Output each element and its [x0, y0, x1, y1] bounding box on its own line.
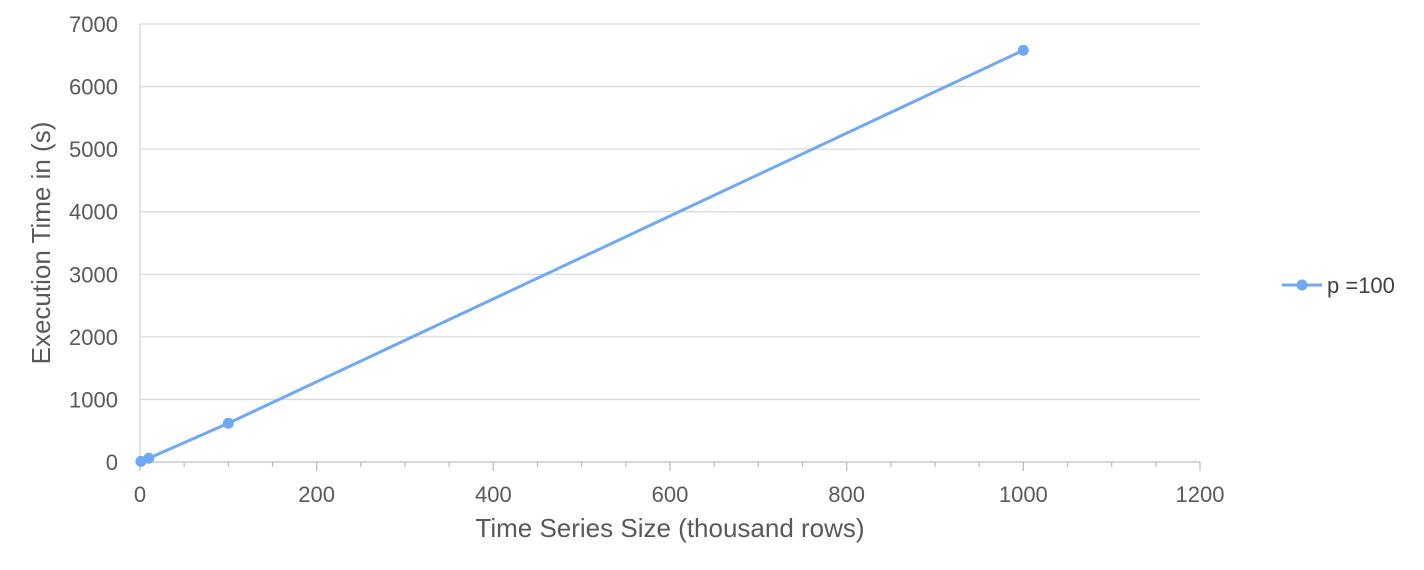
data-point [1017, 44, 1029, 56]
axes [139, 24, 1201, 471]
x-tick-label: 1000 [999, 482, 1048, 507]
x-axis-title: Time Series Size (thousand rows) [475, 513, 864, 543]
data-point [222, 417, 234, 429]
y-axis-title: Execution Time in (s) [26, 122, 56, 365]
x-tick-label: 1200 [1176, 482, 1225, 507]
y-tick-label: 5000 [69, 137, 118, 162]
y-tick-label: 6000 [69, 75, 118, 100]
x-tick-label: 400 [475, 482, 512, 507]
x-tick-label: 600 [652, 482, 689, 507]
x-tick-label: 200 [298, 482, 335, 507]
y-tick-label: 2000 [69, 325, 118, 350]
y-tick-label: 0 [106, 450, 118, 475]
y-tick-labels: 0 1000 2000 3000 4000 5000 6000 7000 [69, 12, 118, 475]
legend-label: p =100 [1327, 273, 1395, 298]
data-point [143, 452, 155, 464]
legend: p =100 [1282, 273, 1395, 298]
y-tick-label: 7000 [69, 12, 118, 37]
series-layer [135, 44, 1029, 467]
legend-marker [1296, 279, 1308, 291]
grid [140, 23, 1200, 401]
x-tick-label: 0 [134, 482, 146, 507]
y-tick-label: 1000 [69, 387, 118, 412]
x-tick-labels: 0 200 400 600 800 1000 1200 [134, 482, 1225, 507]
x-tick-label: 800 [828, 482, 865, 507]
y-tick-label: 4000 [69, 200, 118, 225]
y-tick-label: 3000 [69, 262, 118, 287]
